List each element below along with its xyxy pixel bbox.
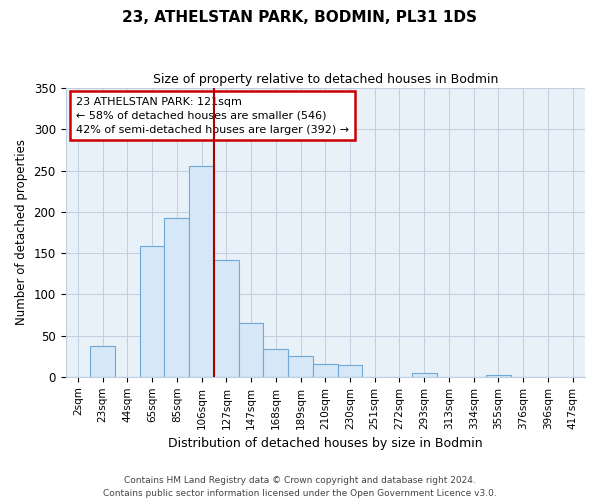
- Text: Contains HM Land Registry data © Crown copyright and database right 2024.
Contai: Contains HM Land Registry data © Crown c…: [103, 476, 497, 498]
- Bar: [263, 349, 288, 377]
- Bar: [214, 260, 239, 377]
- Bar: [164, 218, 189, 377]
- Bar: [90, 346, 115, 377]
- Bar: [486, 375, 511, 377]
- Bar: [412, 372, 437, 377]
- Text: 23 ATHELSTAN PARK: 121sqm
← 58% of detached houses are smaller (546)
42% of semi: 23 ATHELSTAN PARK: 121sqm ← 58% of detac…: [76, 96, 349, 134]
- Bar: [338, 366, 362, 377]
- Bar: [189, 166, 214, 377]
- X-axis label: Distribution of detached houses by size in Bodmin: Distribution of detached houses by size …: [168, 437, 482, 450]
- Bar: [140, 246, 164, 377]
- Text: 23, ATHELSTAN PARK, BODMIN, PL31 1DS: 23, ATHELSTAN PARK, BODMIN, PL31 1DS: [122, 10, 478, 25]
- Bar: [313, 364, 338, 377]
- Y-axis label: Number of detached properties: Number of detached properties: [15, 140, 28, 326]
- Bar: [288, 356, 313, 377]
- Bar: [239, 323, 263, 377]
- Title: Size of property relative to detached houses in Bodmin: Size of property relative to detached ho…: [152, 72, 498, 86]
